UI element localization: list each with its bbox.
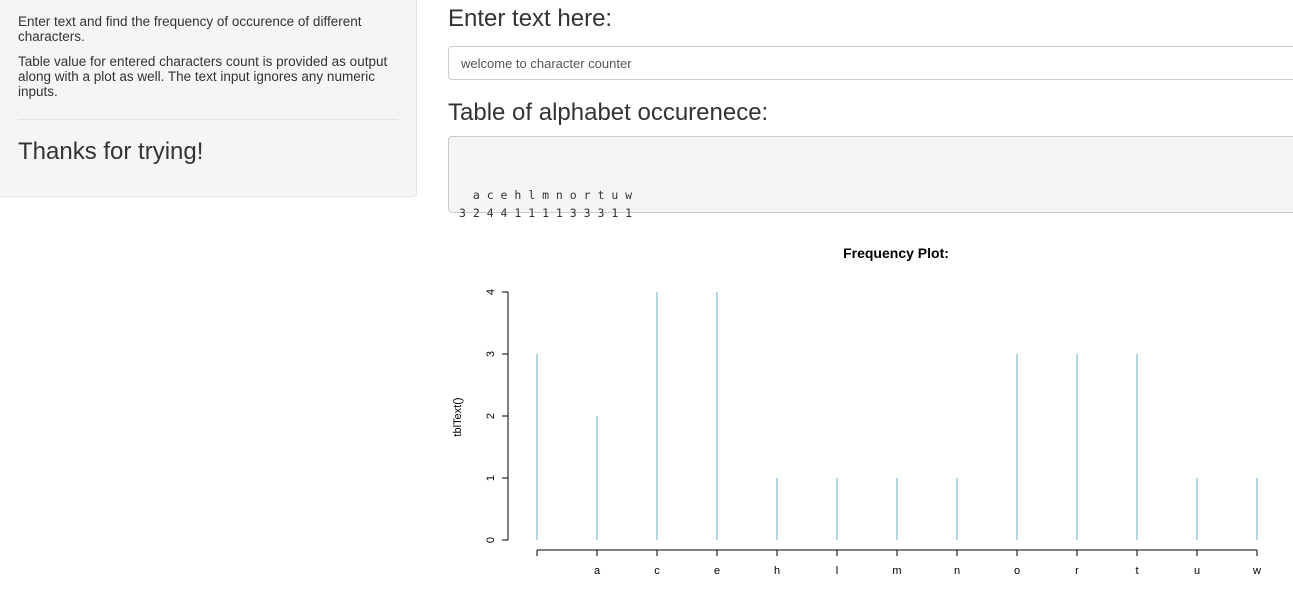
y-tick-label: 0 [485, 537, 497, 543]
frequency-plot-svg: Frequency Plot: tblText() 0 1 2 3 4 a c e h l m n o… [452, 245, 1261, 577]
x-tick-label: h [774, 565, 780, 577]
input-heading: Enter text here: [448, 5, 613, 32]
description-text: Enter text and find the frequency of occ… [18, 14, 362, 44]
x-tick-label: n [954, 565, 960, 577]
sidebar-panel: Enter text and find the frequency of occ… [0, 0, 417, 197]
frequency-plot: Frequency Plot: tblText() 0 1 2 3 4 a c e h l m n o… [448, 232, 1293, 584]
x-tick-label: r [1075, 565, 1079, 577]
y-tick-label: 4 [485, 289, 497, 295]
thanks-heading: Thanks for trying! [18, 138, 204, 165]
x-tick-label: t [1135, 565, 1138, 577]
x-tick-label: e [714, 565, 720, 577]
x-tick-label: l [836, 565, 838, 577]
y-tick-label: 3 [485, 351, 497, 357]
x-tick-label: a [594, 565, 601, 577]
text-input[interactable] [448, 46, 1293, 80]
x-tick-label: u [1194, 565, 1200, 577]
y-tick-label: 2 [485, 413, 497, 419]
table-heading: Table of alphabet occurenece: [448, 99, 769, 126]
x-tick-label: c [654, 565, 660, 577]
bars-group [536, 292, 1258, 540]
output-description-text: Table value for entered characters count… [18, 54, 388, 99]
y-axis: 0 1 2 3 4 [485, 289, 509, 543]
chart-title: Frequency Plot: [843, 245, 949, 261]
y-axis-label: tblText() [452, 397, 464, 436]
x-tick-label: m [892, 565, 901, 577]
y-tick-label: 1 [485, 475, 497, 481]
x-tick-label: o [1014, 565, 1020, 577]
x-tick-label: w [1252, 565, 1261, 577]
sidebar-divider [18, 119, 398, 120]
table-output: a c e h l m n o r t u w 3 2 4 4 1 1 1 1 … [448, 136, 1293, 220]
